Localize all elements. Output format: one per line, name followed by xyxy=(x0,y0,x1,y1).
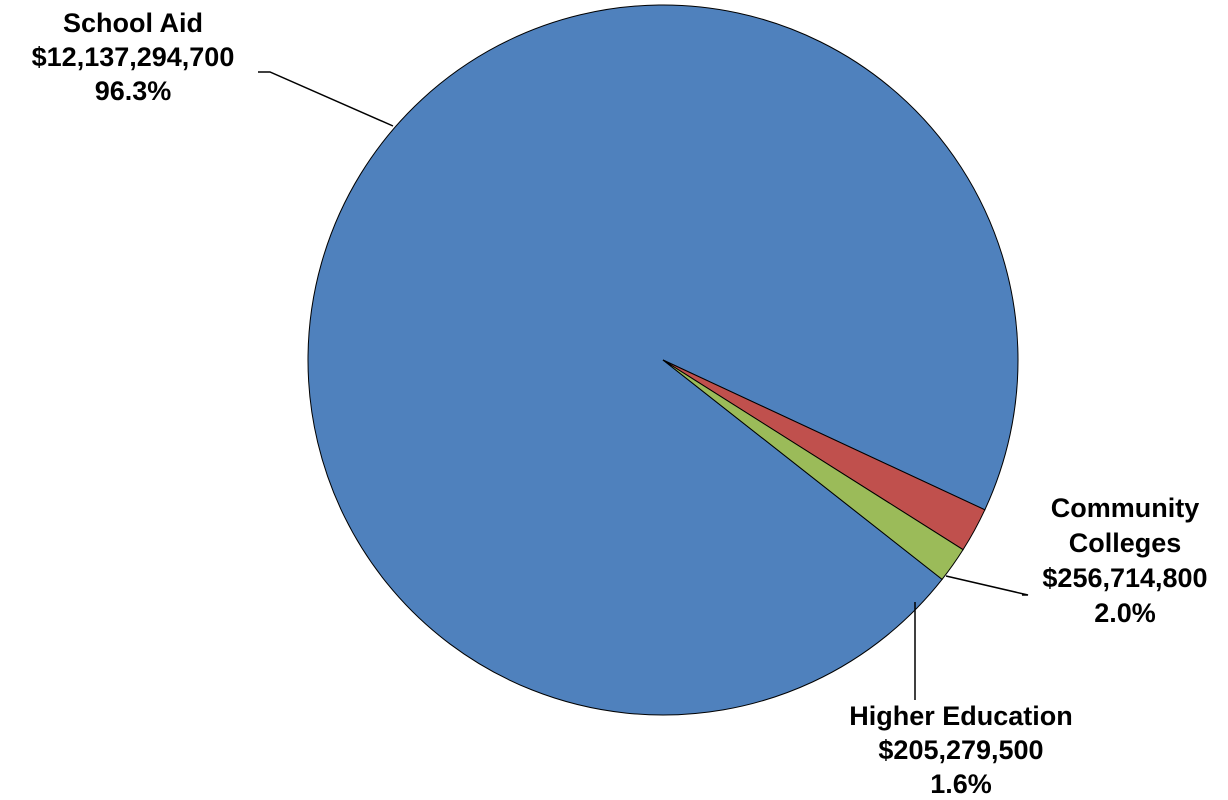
label-percent: 1.6% xyxy=(930,769,992,799)
label-higher-education: Higher Education $205,279,500 1.6% xyxy=(849,701,1073,799)
label-name: Community xyxy=(1051,493,1200,523)
slice-higher-education xyxy=(662,359,964,581)
label-name: Colleges xyxy=(1069,528,1182,558)
label-percent: 96.3% xyxy=(95,76,172,106)
label-amount: $256,714,800 xyxy=(1042,563,1207,593)
label-percent: 2.0% xyxy=(1094,598,1156,628)
label-school-aid: School Aid $12,137,294,700 96.3% xyxy=(32,8,235,106)
label-amount: $12,137,294,700 xyxy=(32,42,235,72)
label-community-colleges: Community Colleges $256,714,800 2.0% xyxy=(1042,493,1207,628)
label-name: School Aid xyxy=(63,8,203,38)
label-name: Higher Education xyxy=(849,701,1073,731)
leader-lines xyxy=(258,71,1029,700)
label-amount: $205,279,500 xyxy=(878,735,1043,765)
pie-slices xyxy=(307,4,1019,716)
leader-line-school-aid xyxy=(258,71,394,127)
leader-line-community-colleges xyxy=(945,575,1029,596)
slice-labels: School Aid$12,137,294,70096.3%CommunityC… xyxy=(32,8,1208,799)
